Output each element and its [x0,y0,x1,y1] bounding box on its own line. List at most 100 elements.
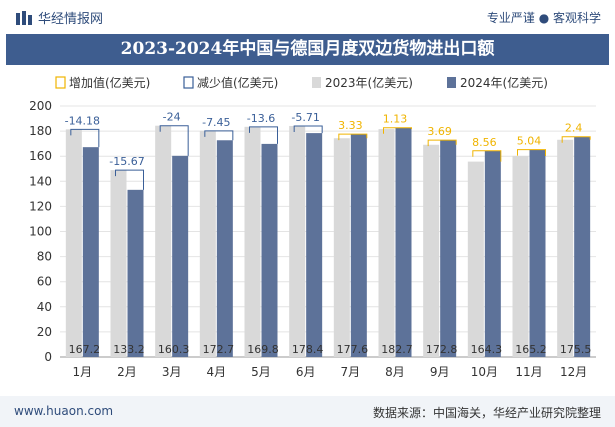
change-label: 1.13 [383,113,408,126]
x-tick-label: 8月 [385,365,405,379]
value-label-2024: 164.3 [471,343,503,356]
change-label: 2.4 [565,122,583,135]
x-tick-label: 3月 [162,365,182,379]
bar-2024 [484,150,501,357]
bar-2023 [512,155,529,357]
change-label: 5.04 [517,135,542,148]
decrease-bracket [249,126,278,144]
bar-2024 [127,189,144,357]
change-label: 3.69 [427,125,452,138]
x-tick-label: 10月 [471,365,498,379]
value-label-2024: 133.2 [113,343,145,356]
y-tick-label: 160 [29,149,52,163]
bar-2024 [350,134,367,357]
value-label-2024: 169.8 [247,343,279,356]
y-tick-label: 0 [44,350,52,364]
change-label: -15.67 [109,155,144,168]
data-source: 数据来源：中国海关，华经产业研究院整理 [372,406,601,420]
bar-2023 [65,129,82,357]
value-label-2024: 178.4 [292,343,324,356]
legend-label-s1: 2024年(亿美元) [460,75,548,90]
bar-2023 [155,125,172,358]
bar-2023 [110,170,127,357]
bar-2024 [306,133,323,357]
bar-2024 [574,136,591,357]
bar-2024 [529,149,546,357]
bar-2024 [82,147,99,357]
y-tick-label: 20 [37,325,52,339]
footer: www.huaon.com 数据来源：中国海关，华经产业研究院整理 [0,396,615,427]
chart-svg: 增加值(亿美元) 减少值(亿美元) 2023年(亿美元) 2024年(亿美元) 0 20 4… [29,75,596,379]
bar-2023 [557,139,574,357]
chart-area: 增加值(亿美元) 减少值(亿美元) 2023年(亿美元) 2024年(亿美元) 0 20 4… [6,66,609,390]
title-bar: 2023-2024年中国与德国月度双边货物进出口额 [6,34,609,65]
legend-swatch-2023 [312,77,321,88]
y-tick-label: 140 [29,174,52,188]
y-tick-label: 100 [29,225,52,239]
brand: 华经情报网 [16,8,103,27]
bar-2023 [244,126,261,357]
change-label: -14.18 [65,114,100,127]
bar-2023 [378,129,395,357]
brand-name: 华经情报网 [38,12,104,27]
legend-swatch-2024 [447,77,456,88]
logo-icon [16,10,32,25]
decrease-bracket [204,130,234,141]
legend-swatch-increase [55,76,66,89]
legend-label-s0: 2023年(亿美元) [325,75,413,90]
chart-title: 2023-2024年中国与德国月度双边货物进出口额 [120,39,495,59]
change-label: -5.71 [291,111,319,124]
decrease-bracket [293,125,323,134]
change-label: 8.56 [472,136,497,149]
y-tick-label: 80 [37,250,52,264]
value-label-2024: 165.2 [515,343,547,356]
x-tick-label: 4月 [207,365,227,379]
x-tick-label: 1月 [73,365,93,379]
decrease-bracket [115,169,144,190]
x-tick-label: 9月 [430,365,450,379]
value-label-2024: 172.8 [426,343,458,356]
x-tick-label: 5月 [251,365,271,379]
y-tick-label: 120 [29,199,52,213]
x-tick-label: 12月 [560,365,587,379]
value-label-2024: 172.7 [203,343,235,356]
legend-label-dec: 减少值(亿美元) [197,75,278,90]
bar-2024 [440,140,457,357]
bar-2023 [467,161,484,357]
change-label: -13.6 [247,112,275,125]
change-label: -7.45 [202,116,230,129]
y-tick-label: 40 [37,300,52,314]
bar-2024 [216,140,233,357]
y-tick-label: 180 [29,124,52,138]
bar-2023 [199,130,216,357]
x-tick-label: 7月 [341,365,361,379]
legend-swatch-decrease [183,76,194,89]
change-label: -24 [163,111,181,124]
value-label-2024: 182.7 [381,343,413,356]
bar-2023 [423,144,440,357]
x-tick-label: 11月 [515,365,542,379]
value-label-2024: 160.3 [158,343,190,356]
x-tick-label: 6月 [296,365,316,379]
bar-2024 [172,155,189,357]
increase-bracket [338,133,368,141]
legend-label-inc: 增加值(亿美元) [69,75,150,90]
increase-bracket [383,127,412,134]
increase-bracket [517,149,546,156]
y-tick-label: 200 [29,99,52,113]
website-link[interactable]: www.huaon.com [14,404,114,418]
increase-bracket [427,139,457,147]
increase-bracket [472,150,502,162]
increase-bracket [561,136,591,143]
tagline: 专业严谨 ● 客观科学 [486,11,601,25]
bar-2024 [261,143,278,357]
top-bar: 华经情报网 专业严谨 ● 客观科学 [0,0,615,34]
x-tick-label: 2月 [117,365,137,379]
value-label-2024: 167.2 [69,343,101,356]
bar-2023 [333,138,350,357]
decrease-bracket [159,125,189,156]
y-tick-label: 60 [37,275,52,289]
bar-2024 [395,127,412,357]
value-label-2024: 175.5 [560,343,592,356]
